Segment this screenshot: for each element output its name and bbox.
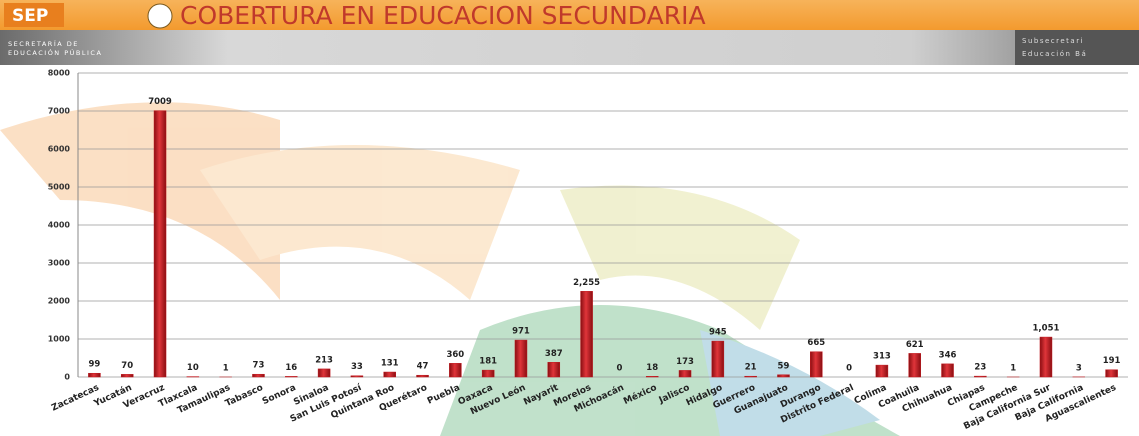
bar [547, 362, 561, 378]
value-label: 0 [616, 364, 622, 374]
value-label: 23 [974, 363, 986, 373]
bar [1039, 336, 1053, 378]
value-label: 213 [315, 355, 333, 365]
bar [481, 369, 495, 378]
bar [449, 363, 462, 378]
value-label: 47 [417, 362, 429, 372]
right-box [1015, 30, 1139, 65]
value-label: 346 [939, 350, 957, 360]
bar [350, 375, 364, 378]
bar [645, 376, 659, 378]
value-label: 191 [1103, 356, 1121, 366]
bar [416, 374, 429, 378]
subtitle: SECRETARÍA DE [8, 39, 79, 48]
bar [711, 340, 725, 378]
background-decor [0, 102, 900, 436]
bar [908, 353, 921, 378]
bar [383, 371, 396, 378]
y-tick-label: 5000 [48, 183, 71, 192]
value-label: 313 [873, 352, 891, 362]
logo: SEP [12, 6, 48, 26]
logo-box [4, 3, 64, 27]
value-label: 387 [545, 349, 563, 359]
y-tick-label: 2000 [48, 297, 71, 306]
bar [514, 339, 528, 378]
bar [120, 374, 134, 378]
value-label: 10 [187, 363, 199, 373]
bar [285, 376, 298, 378]
header-band [0, 0, 1139, 30]
value-label: 665 [807, 338, 825, 348]
value-label: 181 [479, 357, 497, 367]
value-label: 73 [253, 361, 265, 371]
y-tick-label: 4000 [48, 221, 71, 230]
x-tick-label: Tabasco [224, 383, 265, 409]
y-tick-label: 8000 [48, 69, 71, 78]
value-label: 173 [676, 357, 694, 367]
value-label: 18 [646, 363, 658, 373]
right-text: Subsecretari [1022, 37, 1084, 45]
value-label: 7009 [148, 97, 172, 107]
value-label: 0 [846, 364, 852, 374]
subtitle: EDUCACIÓN PÚBLICA [8, 48, 102, 57]
value-label: 59 [778, 361, 790, 371]
x-tick-label: Sonora [261, 383, 298, 407]
y-tick-label: 3000 [48, 259, 71, 268]
bar [580, 291, 593, 378]
bar [317, 368, 331, 378]
bar [875, 364, 889, 378]
y-tick-label: 0 [64, 373, 70, 382]
bar [777, 374, 790, 378]
bar [941, 363, 954, 378]
bar [252, 373, 265, 378]
bar [153, 110, 167, 378]
emblem [147, 3, 173, 29]
bar [88, 372, 101, 378]
y-tick-label: 1000 [48, 335, 71, 344]
title: COBERTURA EN EDUCACION SECUNDARIA [180, 1, 706, 30]
value-label: 70 [121, 361, 133, 371]
y-tick-label: 7000 [48, 107, 71, 116]
y-tick-label: 6000 [48, 145, 71, 154]
value-label: 945 [709, 328, 727, 338]
bar [974, 375, 987, 378]
value-label: 33 [351, 362, 363, 372]
bar [678, 370, 692, 378]
value-label: 2,255 [573, 278, 600, 288]
value-label: 1 [223, 363, 229, 373]
value-label: 1,051 [1033, 324, 1060, 334]
value-label: 621 [906, 340, 924, 350]
subheader-band [0, 30, 1139, 65]
value-label: 1 [1010, 363, 1016, 373]
bar [744, 375, 757, 378]
bar [1105, 369, 1118, 378]
x-tick-label: Zacatecas [50, 383, 101, 414]
bar [810, 351, 823, 378]
value-label: 99 [88, 360, 100, 370]
right-text: Educación Bá [1022, 50, 1087, 58]
value-label: 21 [745, 363, 757, 373]
value-label: 360 [446, 350, 464, 360]
value-label: 3 [1076, 363, 1082, 373]
value-label: 131 [381, 359, 399, 369]
value-label: 16 [285, 363, 297, 373]
value-label: 971 [512, 327, 530, 337]
